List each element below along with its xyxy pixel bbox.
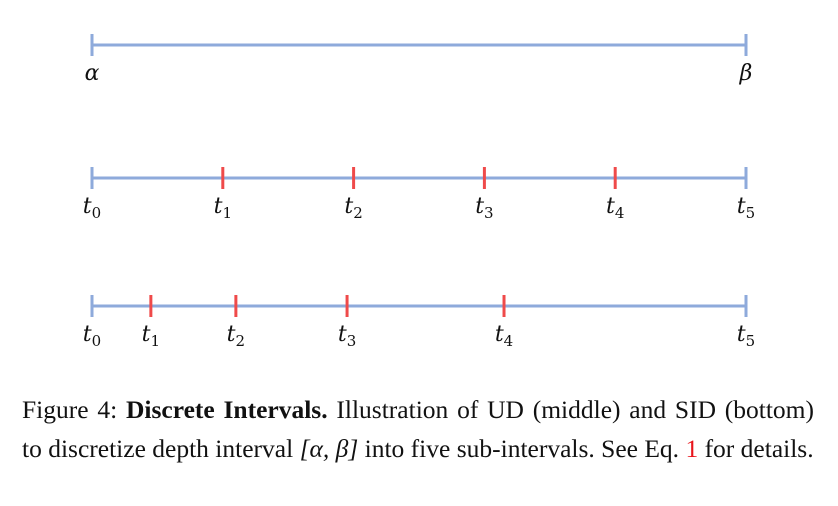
ud-row: t0 t1 t2 t3 t4 t5 <box>83 167 755 222</box>
sid-row: t0 t1 t2 t3 t4 t5 <box>83 295 755 350</box>
ud-tick-label-3: t3 <box>475 194 493 222</box>
ud-tick-label-5: t5 <box>737 194 755 222</box>
caption-text-3: for details. <box>704 434 814 463</box>
caption-title: Discrete Intervals. <box>125 395 328 424</box>
interval-tick-label-1: β <box>739 61 753 86</box>
equation-reference-link[interactable]: 1 <box>685 434 699 463</box>
figure-caption: Figure 4: Discrete Intervals. Illustrati… <box>22 390 814 468</box>
caption-text-2: into five sub-intervals. See Eq. <box>364 434 680 463</box>
caption-interval: [α, β] <box>299 434 359 463</box>
sid-tick-label-0: t0 <box>83 322 101 350</box>
ud-tick-label-4: t4 <box>606 194 624 222</box>
interval-tick-label-0: α <box>85 61 100 86</box>
sid-tick-label-2: t2 <box>227 322 245 350</box>
sid-tick-label-5: t5 <box>737 322 755 350</box>
ud-tick-label-2: t2 <box>344 194 362 222</box>
ud-tick-label-0: t0 <box>83 194 101 222</box>
caption-label: Figure 4: <box>22 395 118 424</box>
sid-tick-label-4: t4 <box>495 322 513 350</box>
caption-text-1: Illustration of UD (middle) and SID (bot… <box>22 395 814 463</box>
sid-tick-label-1: t1 <box>142 322 160 350</box>
sid-tick-label-3: t3 <box>338 322 356 350</box>
ud-tick-label-1: t1 <box>214 194 232 222</box>
